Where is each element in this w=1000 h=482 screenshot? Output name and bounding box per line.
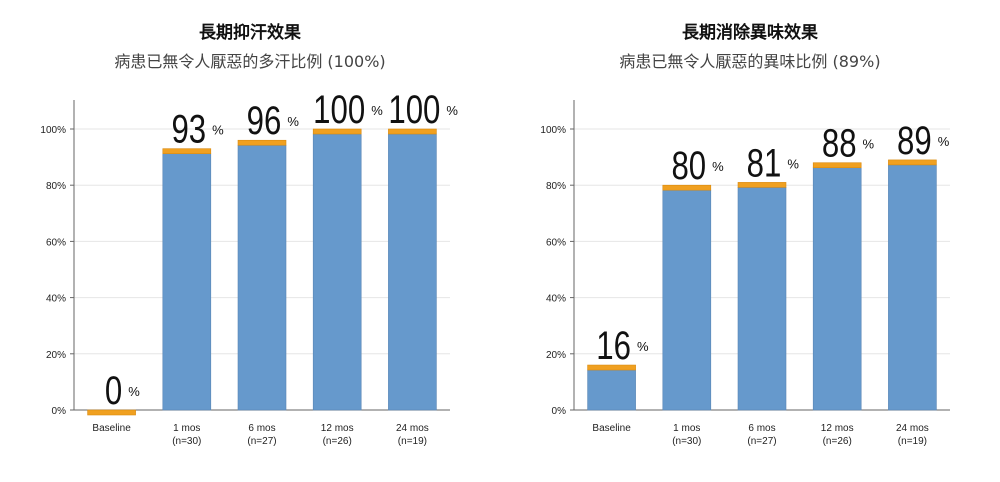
x-tick-sublabel: (n=26) <box>323 436 352 447</box>
value-label: 100 <box>388 87 440 132</box>
value-suffix: % <box>287 114 299 129</box>
value-suffix: % <box>712 159 724 174</box>
bar-cap <box>237 139 287 146</box>
x-tick-sublabel: (n=26) <box>823 436 852 447</box>
value-suffix: % <box>371 103 383 118</box>
bar-cap <box>812 162 862 169</box>
value-suffix: % <box>938 134 950 149</box>
y-tick-label: 40% <box>546 294 566 305</box>
x-tick-label: 6 mos <box>248 423 275 434</box>
value-label: 93 <box>171 107 206 152</box>
x-tick-sublabel: (n=19) <box>898 436 927 447</box>
x-tick-label: 6 mos <box>748 423 775 434</box>
y-tick-label: 20% <box>546 350 566 361</box>
x-tick-sublabel: (n=19) <box>398 436 427 447</box>
x-tick-label: 12 mos <box>321 423 354 434</box>
chart-title: 長期抑汗效果 <box>199 23 301 43</box>
value-suffix: % <box>787 156 799 171</box>
bar <box>587 369 636 411</box>
bar <box>662 189 712 411</box>
x-tick-label: 12 mos <box>821 423 854 434</box>
bar-chart-odor: 0% 20% 40% 60% 80% 100% 16 % Baseline 80 % 1 mos (n=… <box>540 100 950 447</box>
y-tick-label: 60% <box>546 237 566 248</box>
y-tick-label: 100% <box>40 125 66 136</box>
x-tick-label: 1 mos <box>673 423 700 434</box>
bar-cap <box>162 148 212 154</box>
bar <box>312 133 362 411</box>
x-tick-label: 24 mos <box>896 423 929 434</box>
value-suffix: % <box>637 339 649 354</box>
x-tick-label: 1 mos <box>173 423 200 434</box>
value-suffix: % <box>128 384 140 399</box>
value-label: 0 <box>105 368 122 413</box>
chart-subtitle: 病患已無令人厭惡的異味比例 (89%) <box>619 52 881 71</box>
bar-cap <box>662 184 712 191</box>
chart-subtitle: 病患已無令人厭惡的多汗比例 (100%) <box>114 52 386 71</box>
value-label: 96 <box>247 99 282 144</box>
y-tick-label: 0% <box>52 406 67 417</box>
chart-title: 長期消除異味效果 <box>682 23 818 43</box>
bar-cap <box>587 364 636 371</box>
y-tick-label: 100% <box>540 125 566 136</box>
y-tick-label: 0% <box>552 406 567 417</box>
chart-panel-sweat: 長期抑汗效果 病患已無令人厭惡的多汗比例 (100%) 0% 20% 40% 60% 8… <box>40 23 458 447</box>
y-tick-label: 80% <box>46 181 66 192</box>
x-tick-sublabel: (n=30) <box>672 436 701 447</box>
value-label: 100 <box>313 87 365 132</box>
bar <box>812 167 862 411</box>
value-label: 89 <box>897 118 932 163</box>
value-label: 81 <box>747 141 782 186</box>
x-tick-sublabel: (n=30) <box>172 436 201 447</box>
bar-chart-sweat: 0% 20% 40% 60% 80% 100% 0 % Baseline 93 % 1 mos (n=3… <box>40 87 458 447</box>
value-label: 80 <box>671 144 706 189</box>
bar-cap <box>737 182 787 188</box>
x-tick-label: 24 mos <box>396 423 429 434</box>
bar-cap <box>87 409 136 416</box>
value-suffix: % <box>446 103 458 118</box>
bar <box>888 164 937 411</box>
y-tick-label: 40% <box>46 294 66 305</box>
x-tick-sublabel: (n=27) <box>747 436 776 447</box>
y-tick-label: 60% <box>46 237 66 248</box>
bar <box>237 144 287 411</box>
value-label: 88 <box>822 121 857 166</box>
bar <box>737 187 787 411</box>
bar-cap <box>888 159 937 166</box>
bar <box>162 153 212 411</box>
value-suffix: % <box>863 137 875 152</box>
y-tick-label: 20% <box>46 350 66 361</box>
value-label: 16 <box>596 323 631 368</box>
y-tick-label: 80% <box>546 181 566 192</box>
x-tick-label: Baseline <box>592 423 631 434</box>
x-tick-sublabel: (n=27) <box>247 436 276 447</box>
value-suffix: % <box>212 123 224 138</box>
bar-cap <box>312 128 362 135</box>
chart-panel-odor: 長期消除異味效果 病患已無令人厭惡的異味比例 (89%) 0% 20% 40% 60%… <box>500 0 1000 482</box>
x-tick-label: Baseline <box>92 423 131 434</box>
bar <box>388 133 437 411</box>
bar-cap <box>388 128 437 135</box>
